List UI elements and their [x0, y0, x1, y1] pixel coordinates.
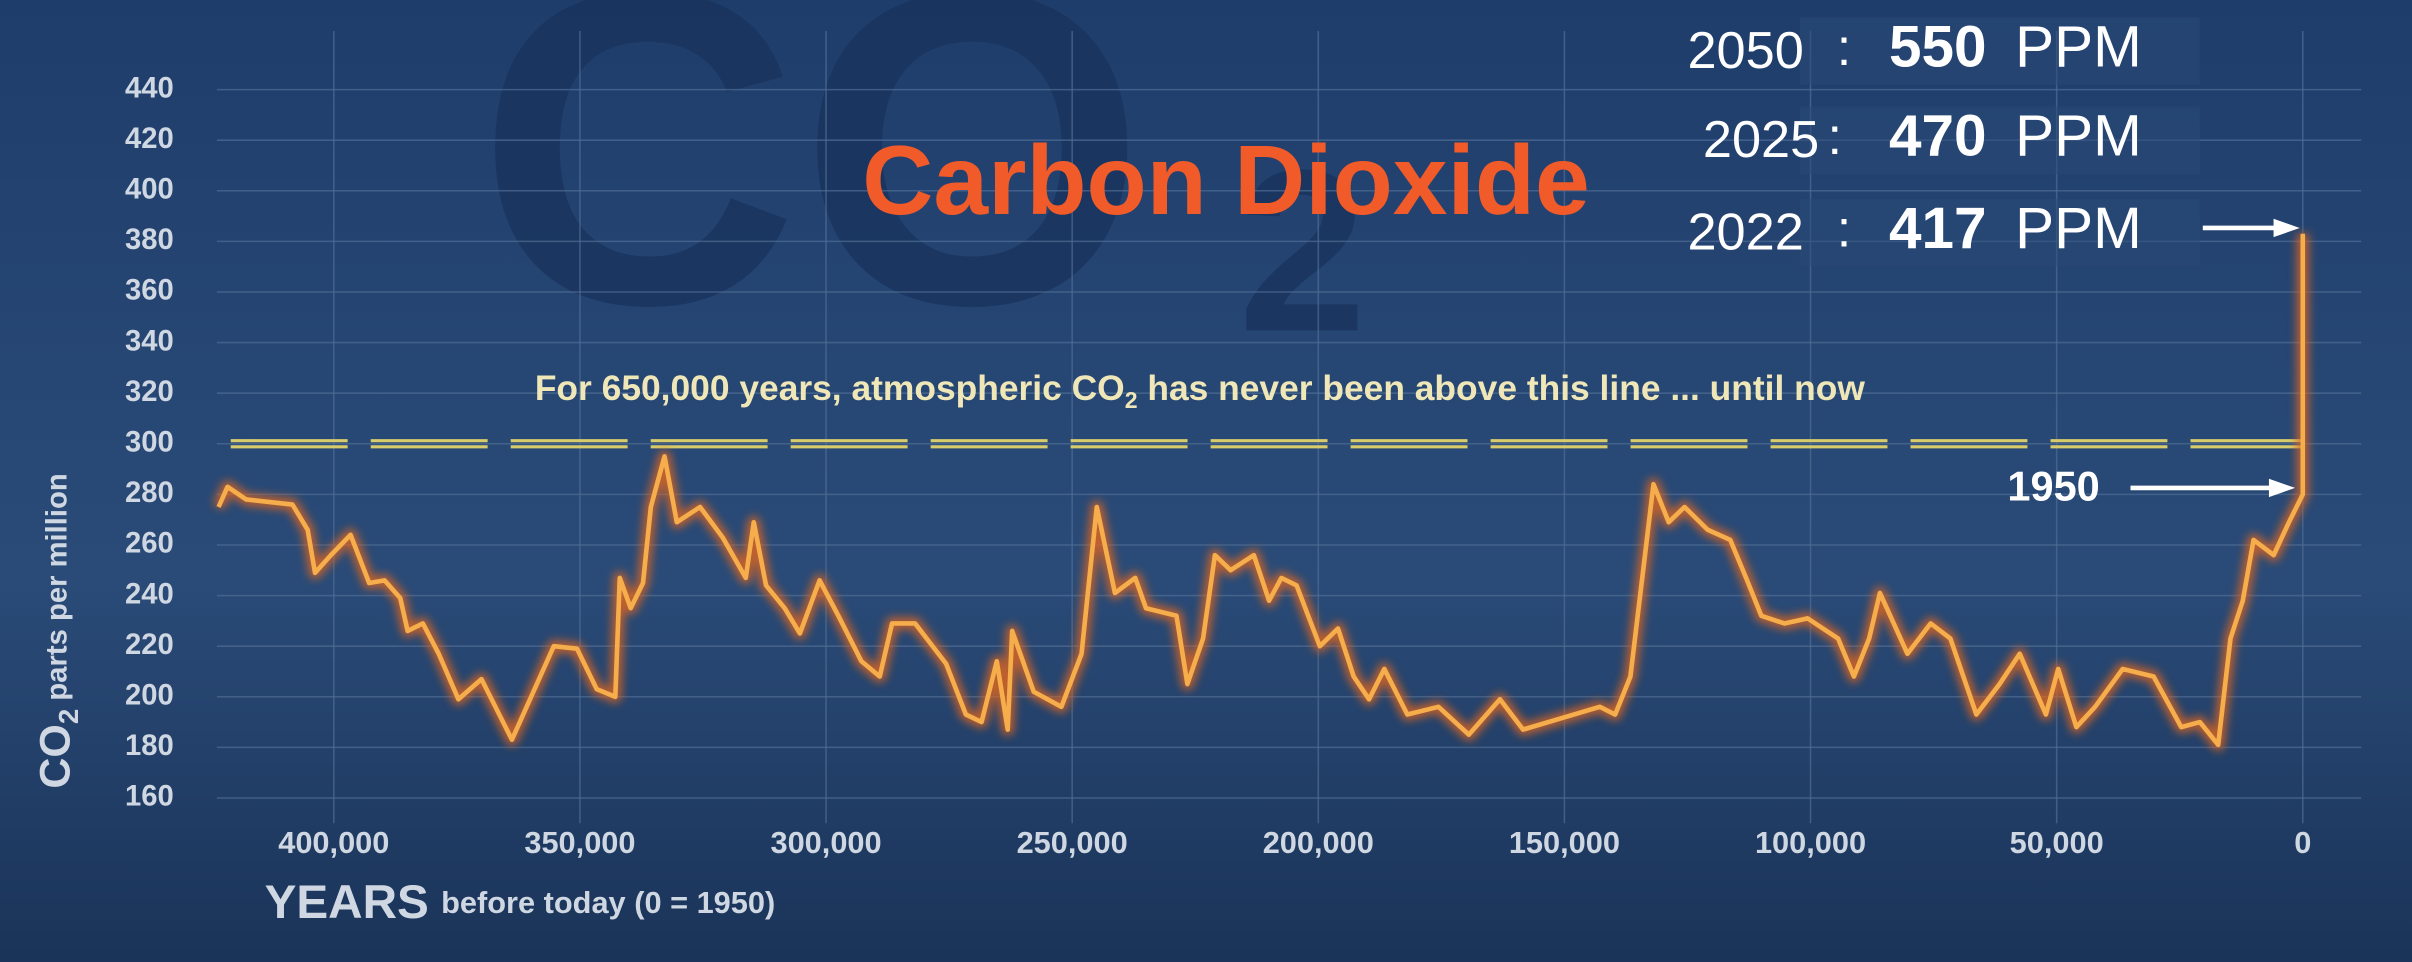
- y-tick-label: 300: [125, 426, 174, 458]
- plot: [212, 233, 2309, 751]
- projection-bg: [1799, 198, 2200, 267]
- x-tick-label: 50,000: [2010, 825, 2104, 860]
- projection-bg: [1799, 17, 2200, 85]
- watermark: 2: [1238, 121, 1366, 379]
- y-tick-label: 420: [125, 123, 174, 155]
- annotation-text: For 650,000 years, atmospheric CO2 has n…: [535, 369, 1865, 413]
- projection-bg: [1799, 106, 2200, 175]
- x-tick-label: 0: [2294, 825, 2311, 860]
- y-tick-label: 260: [125, 528, 174, 560]
- projection-year: 2025: [1703, 111, 1819, 169]
- annotation: For 650,000 years, atmospheric CO2 has n…: [230, 369, 2303, 449]
- x-tick-label: 350,000: [524, 825, 635, 860]
- marker-label: 1950: [2007, 462, 2099, 509]
- y-label-part: parts per million: [41, 473, 73, 708]
- y-tick-label: 200: [125, 679, 174, 711]
- x-tick-label: 200,000: [1263, 825, 1374, 860]
- watermark: CO: [477, 0, 1146, 398]
- annotation-part: has never been above this line ... until…: [1138, 369, 1866, 408]
- x-axis-label: YEARS before today (0 = 1950): [265, 875, 776, 928]
- projection-sep: :: [1837, 19, 1852, 77]
- projection-unit: PPM: [2015, 14, 2142, 79]
- arrow-head: [2273, 218, 2300, 238]
- annotation-part: 2: [1125, 387, 1138, 413]
- projection-value: 550: [1889, 14, 1987, 79]
- y-tick-label: 440: [125, 72, 174, 104]
- projection-value: 470: [1889, 104, 1987, 169]
- x-label-part: YEARS: [265, 875, 429, 928]
- y-tick-label: 280: [125, 477, 174, 509]
- x-tick-label: 150,000: [1509, 825, 1620, 860]
- projection-value: 417: [1889, 196, 1987, 261]
- arrow-head: [2268, 478, 2296, 498]
- projection-unit: PPM: [2015, 196, 2142, 261]
- y-tick-label: 240: [125, 578, 174, 610]
- line: [216, 233, 2306, 748]
- projection-sep: :: [1827, 108, 1842, 166]
- grid: 1601802002202402602803003203403603804004…: [125, 31, 2362, 860]
- x-label-part: before today (0 = 1950): [441, 885, 775, 920]
- y-tick-label: 360: [125, 275, 174, 307]
- chart-title: Carbon Dioxide: [862, 125, 1589, 235]
- y-tick-label: 220: [125, 629, 174, 661]
- y-label-part: 2: [53, 709, 84, 724]
- y-label-part: CO: [32, 724, 80, 789]
- y-tick-label: 160: [125, 781, 174, 813]
- projection-year: 2050: [1687, 22, 1803, 80]
- x-tick-label: 400,000: [278, 825, 389, 860]
- y-tick-label: 340: [125, 325, 174, 357]
- projection-year: 2022: [1687, 203, 1803, 261]
- x-tick-label: 300,000: [770, 825, 881, 860]
- annotation-part: For 650,000 years, atmospheric CO: [535, 369, 1125, 408]
- y-axis-label: CO2 parts per million: [32, 473, 84, 788]
- x-tick-label: 250,000: [1017, 825, 1128, 860]
- y-tick-label: 320: [125, 376, 174, 408]
- y-tick-label: 400: [125, 173, 174, 205]
- y-tick-label: 380: [125, 224, 174, 256]
- x-tick-label: 100,000: [1755, 825, 1866, 860]
- y-tick-label: 180: [125, 730, 174, 762]
- projection-sep: :: [1837, 200, 1852, 258]
- projection-unit: PPM: [2015, 104, 2142, 169]
